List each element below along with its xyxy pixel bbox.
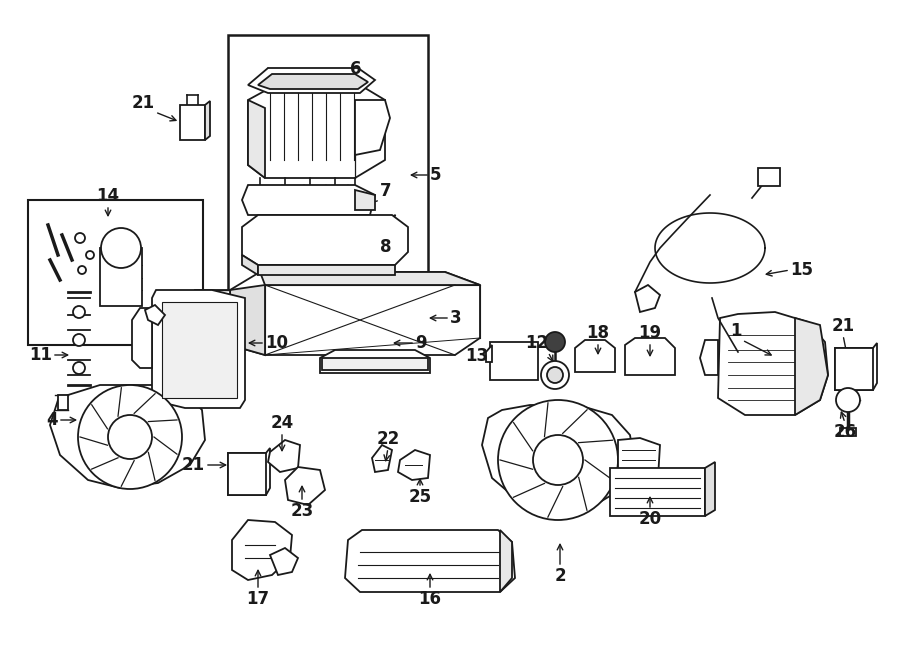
Polygon shape	[705, 462, 715, 516]
Polygon shape	[195, 290, 230, 355]
Text: 13: 13	[465, 347, 488, 365]
Circle shape	[75, 233, 85, 243]
Polygon shape	[145, 305, 165, 325]
Text: 1: 1	[731, 322, 742, 340]
Polygon shape	[242, 255, 258, 275]
Polygon shape	[500, 530, 512, 592]
Polygon shape	[482, 405, 635, 512]
Polygon shape	[230, 272, 480, 355]
Circle shape	[86, 251, 94, 259]
Text: 12: 12	[525, 334, 548, 352]
Polygon shape	[618, 438, 660, 485]
Polygon shape	[180, 105, 205, 140]
Text: 8: 8	[380, 238, 392, 256]
Polygon shape	[258, 74, 368, 89]
Polygon shape	[232, 520, 292, 580]
Circle shape	[73, 334, 85, 346]
Polygon shape	[700, 340, 718, 375]
Polygon shape	[248, 68, 375, 93]
Bar	[228, 453, 266, 495]
Circle shape	[73, 306, 85, 318]
Text: 26: 26	[833, 423, 857, 441]
Text: 21: 21	[832, 317, 855, 335]
Circle shape	[498, 400, 618, 520]
Bar	[162, 302, 237, 398]
Polygon shape	[242, 215, 408, 265]
Polygon shape	[835, 343, 877, 390]
Circle shape	[73, 362, 85, 374]
Polygon shape	[205, 101, 210, 140]
Polygon shape	[230, 285, 265, 355]
Polygon shape	[285, 467, 325, 505]
Polygon shape	[242, 185, 375, 215]
Text: 24: 24	[270, 414, 293, 432]
Bar	[100, 248, 142, 306]
Polygon shape	[270, 548, 298, 575]
Bar	[610, 468, 705, 516]
Text: 21: 21	[132, 94, 155, 112]
Text: 11: 11	[29, 346, 52, 364]
Circle shape	[545, 332, 565, 352]
Text: 9: 9	[415, 334, 427, 352]
Circle shape	[78, 266, 86, 274]
Polygon shape	[355, 190, 375, 210]
Bar	[490, 342, 538, 380]
Bar	[758, 168, 780, 186]
Text: 25: 25	[409, 488, 432, 506]
Text: 14: 14	[96, 187, 120, 205]
Text: 15: 15	[790, 261, 813, 279]
Circle shape	[108, 415, 152, 459]
Text: 19: 19	[638, 324, 662, 342]
Circle shape	[101, 228, 141, 268]
Polygon shape	[795, 318, 828, 415]
Polygon shape	[635, 285, 660, 312]
Polygon shape	[575, 340, 615, 372]
Text: 20: 20	[638, 510, 662, 528]
Polygon shape	[625, 338, 675, 375]
Text: 7: 7	[380, 182, 392, 200]
Polygon shape	[260, 272, 480, 285]
Polygon shape	[152, 290, 245, 408]
Polygon shape	[398, 450, 430, 480]
Bar	[28, 200, 203, 345]
Polygon shape	[132, 308, 152, 368]
Polygon shape	[718, 312, 828, 415]
Text: 22: 22	[376, 430, 400, 448]
Bar	[840, 428, 856, 436]
Text: 18: 18	[587, 324, 609, 342]
Text: 3: 3	[450, 309, 462, 327]
Text: 6: 6	[350, 60, 362, 78]
Circle shape	[541, 361, 569, 389]
Text: 10: 10	[265, 334, 288, 352]
Polygon shape	[50, 385, 205, 488]
Circle shape	[533, 435, 583, 485]
Polygon shape	[355, 100, 390, 155]
Polygon shape	[258, 265, 395, 275]
Bar	[835, 348, 873, 390]
Bar	[228, 35, 428, 305]
Polygon shape	[345, 530, 515, 592]
Polygon shape	[228, 448, 270, 495]
Polygon shape	[248, 100, 265, 178]
Text: 16: 16	[418, 590, 442, 608]
Text: 5: 5	[430, 166, 442, 184]
Text: 21: 21	[182, 456, 205, 474]
Text: 17: 17	[247, 590, 270, 608]
Circle shape	[78, 385, 182, 489]
Text: 23: 23	[291, 502, 313, 520]
Polygon shape	[268, 440, 300, 472]
Polygon shape	[248, 88, 385, 178]
Polygon shape	[320, 350, 430, 373]
Polygon shape	[372, 445, 392, 472]
Text: 4: 4	[47, 411, 58, 429]
Polygon shape	[322, 358, 428, 370]
Circle shape	[836, 388, 860, 412]
Text: 2: 2	[554, 567, 566, 585]
Polygon shape	[486, 345, 492, 362]
Circle shape	[547, 367, 563, 383]
Polygon shape	[58, 395, 68, 410]
